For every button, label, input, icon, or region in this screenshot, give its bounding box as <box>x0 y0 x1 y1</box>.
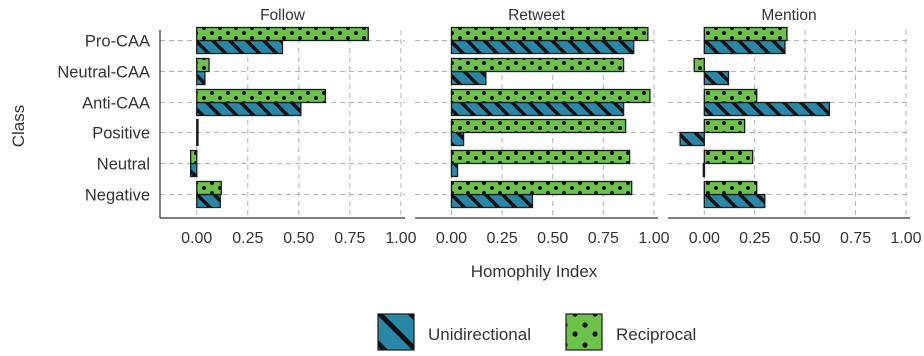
x-tick-label: 1.00 <box>890 230 921 247</box>
x-tick-label: 0.50 <box>283 230 314 247</box>
facet-title-follow: Follow <box>260 7 306 24</box>
bar-unidirectional-retweet-neutral <box>450 162 459 178</box>
facet-title-mention: Mention <box>761 7 816 24</box>
bar-unidirectional-mention-negative <box>703 193 766 209</box>
y-tick-label-pro-caa: Pro-CAA <box>85 33 150 51</box>
panel-follow: Follow 0.00 0.25 0.50 0.75 1.00 <box>160 7 417 247</box>
y-tick-label-positive: Positive <box>92 125 150 143</box>
bar-reciprocal-retweet-positive <box>450 118 627 134</box>
legend-key-unidirectional <box>377 313 415 351</box>
bar-unidirectional-follow-negative <box>196 193 221 209</box>
x-tick-label: 0.75 <box>840 230 871 247</box>
bar-reciprocal-mention-pro-caa <box>703 26 788 42</box>
bar-unidirectional-follow-neutral <box>189 162 198 178</box>
legend-label-unidirectional: Unidirectional <box>428 325 531 344</box>
x-tick-label: 0.75 <box>588 230 619 247</box>
bar-reciprocal-follow-negative <box>196 180 222 196</box>
bar-unidirectional-mention-positive <box>679 131 705 147</box>
x-axis-title: Homophily Index <box>471 262 598 281</box>
x-tick-label: 0.25 <box>487 230 518 247</box>
bar-reciprocal-mention-positive <box>703 118 746 134</box>
y-tick-label-anti-caa: Anti-CAA <box>82 95 150 113</box>
bar-reciprocal-follow-pro-caa <box>196 26 369 42</box>
bar-reciprocal-retweet-anti-caa <box>450 88 651 104</box>
x-tick-label: 0.25 <box>232 230 263 247</box>
x-tick-label: 0.25 <box>739 230 770 247</box>
bar-reciprocal-retweet-negative <box>450 180 633 196</box>
x-tick-label: 1.00 <box>638 230 669 247</box>
x-tick-label: 1.00 <box>385 230 416 247</box>
bar-reciprocal-mention-anti-caa <box>703 88 758 104</box>
x-tick-label: 0.75 <box>334 230 365 247</box>
bar-reciprocal-follow-positive <box>196 118 199 134</box>
bar-reciprocal-follow-neutral-caa <box>196 57 210 73</box>
bar-reciprocal-mention-neutral <box>703 149 754 165</box>
bar-unidirectional-retweet-neutral-caa <box>450 70 487 86</box>
legend-label-reciprocal: Reciprocal <box>616 325 696 344</box>
bar-reciprocal-follow-anti-caa <box>196 88 327 104</box>
x-tick-label: 0.50 <box>537 230 568 247</box>
bar-unidirectional-retweet-pro-caa <box>450 39 635 55</box>
bar-reciprocal-retweet-neutral-caa <box>450 57 625 73</box>
y-tick-label-neutral: Neutral <box>97 156 150 174</box>
bar-unidirectional-retweet-positive <box>450 131 465 147</box>
bar-unidirectional-mention-anti-caa <box>703 101 830 117</box>
bar-unidirectional-mention-neutral <box>702 162 706 178</box>
bar-unidirectional-retweet-anti-caa <box>450 101 625 117</box>
y-axis-title: Class <box>9 105 28 148</box>
panel-retweet: Retweet 0.00 0.25 0.50 0.75 1.00 <box>415 7 670 247</box>
bar-reciprocal-follow-neutral <box>189 149 198 165</box>
bar-unidirectional-follow-neutral-caa <box>196 70 206 86</box>
y-tick-label-negative: Negative <box>85 187 150 205</box>
bar-reciprocal-retweet-neutral <box>450 149 631 165</box>
x-tick-label: 0.00 <box>436 230 467 247</box>
legend: Unidirectional Reciprocal <box>377 313 696 351</box>
x-tick-label: 0.50 <box>790 230 821 247</box>
bar-reciprocal-mention-neutral-caa <box>693 57 705 73</box>
bar-reciprocal-retweet-pro-caa <box>450 26 649 42</box>
legend-key-reciprocal <box>565 313 603 351</box>
bar-unidirectional-follow-positive <box>196 131 199 147</box>
bar-reciprocal-mention-negative <box>703 180 758 196</box>
bar-unidirectional-follow-pro-caa <box>196 39 284 55</box>
bar-unidirectional-mention-neutral-caa <box>703 70 730 86</box>
bar-unidirectional-retweet-negative <box>450 193 534 209</box>
bar-unidirectional-mention-pro-caa <box>703 39 786 55</box>
bar-unidirectional-follow-anti-caa <box>196 101 302 117</box>
x-tick-label: 0.00 <box>181 230 212 247</box>
facet-title-retweet: Retweet <box>508 7 566 24</box>
panel-mention: Mention 0.00 0.25 0.50 0.75 1.00 <box>668 7 922 247</box>
x-tick-label: 0.00 <box>689 230 720 247</box>
y-tick-label-neutral-caa: Neutral-CAA <box>57 64 150 82</box>
